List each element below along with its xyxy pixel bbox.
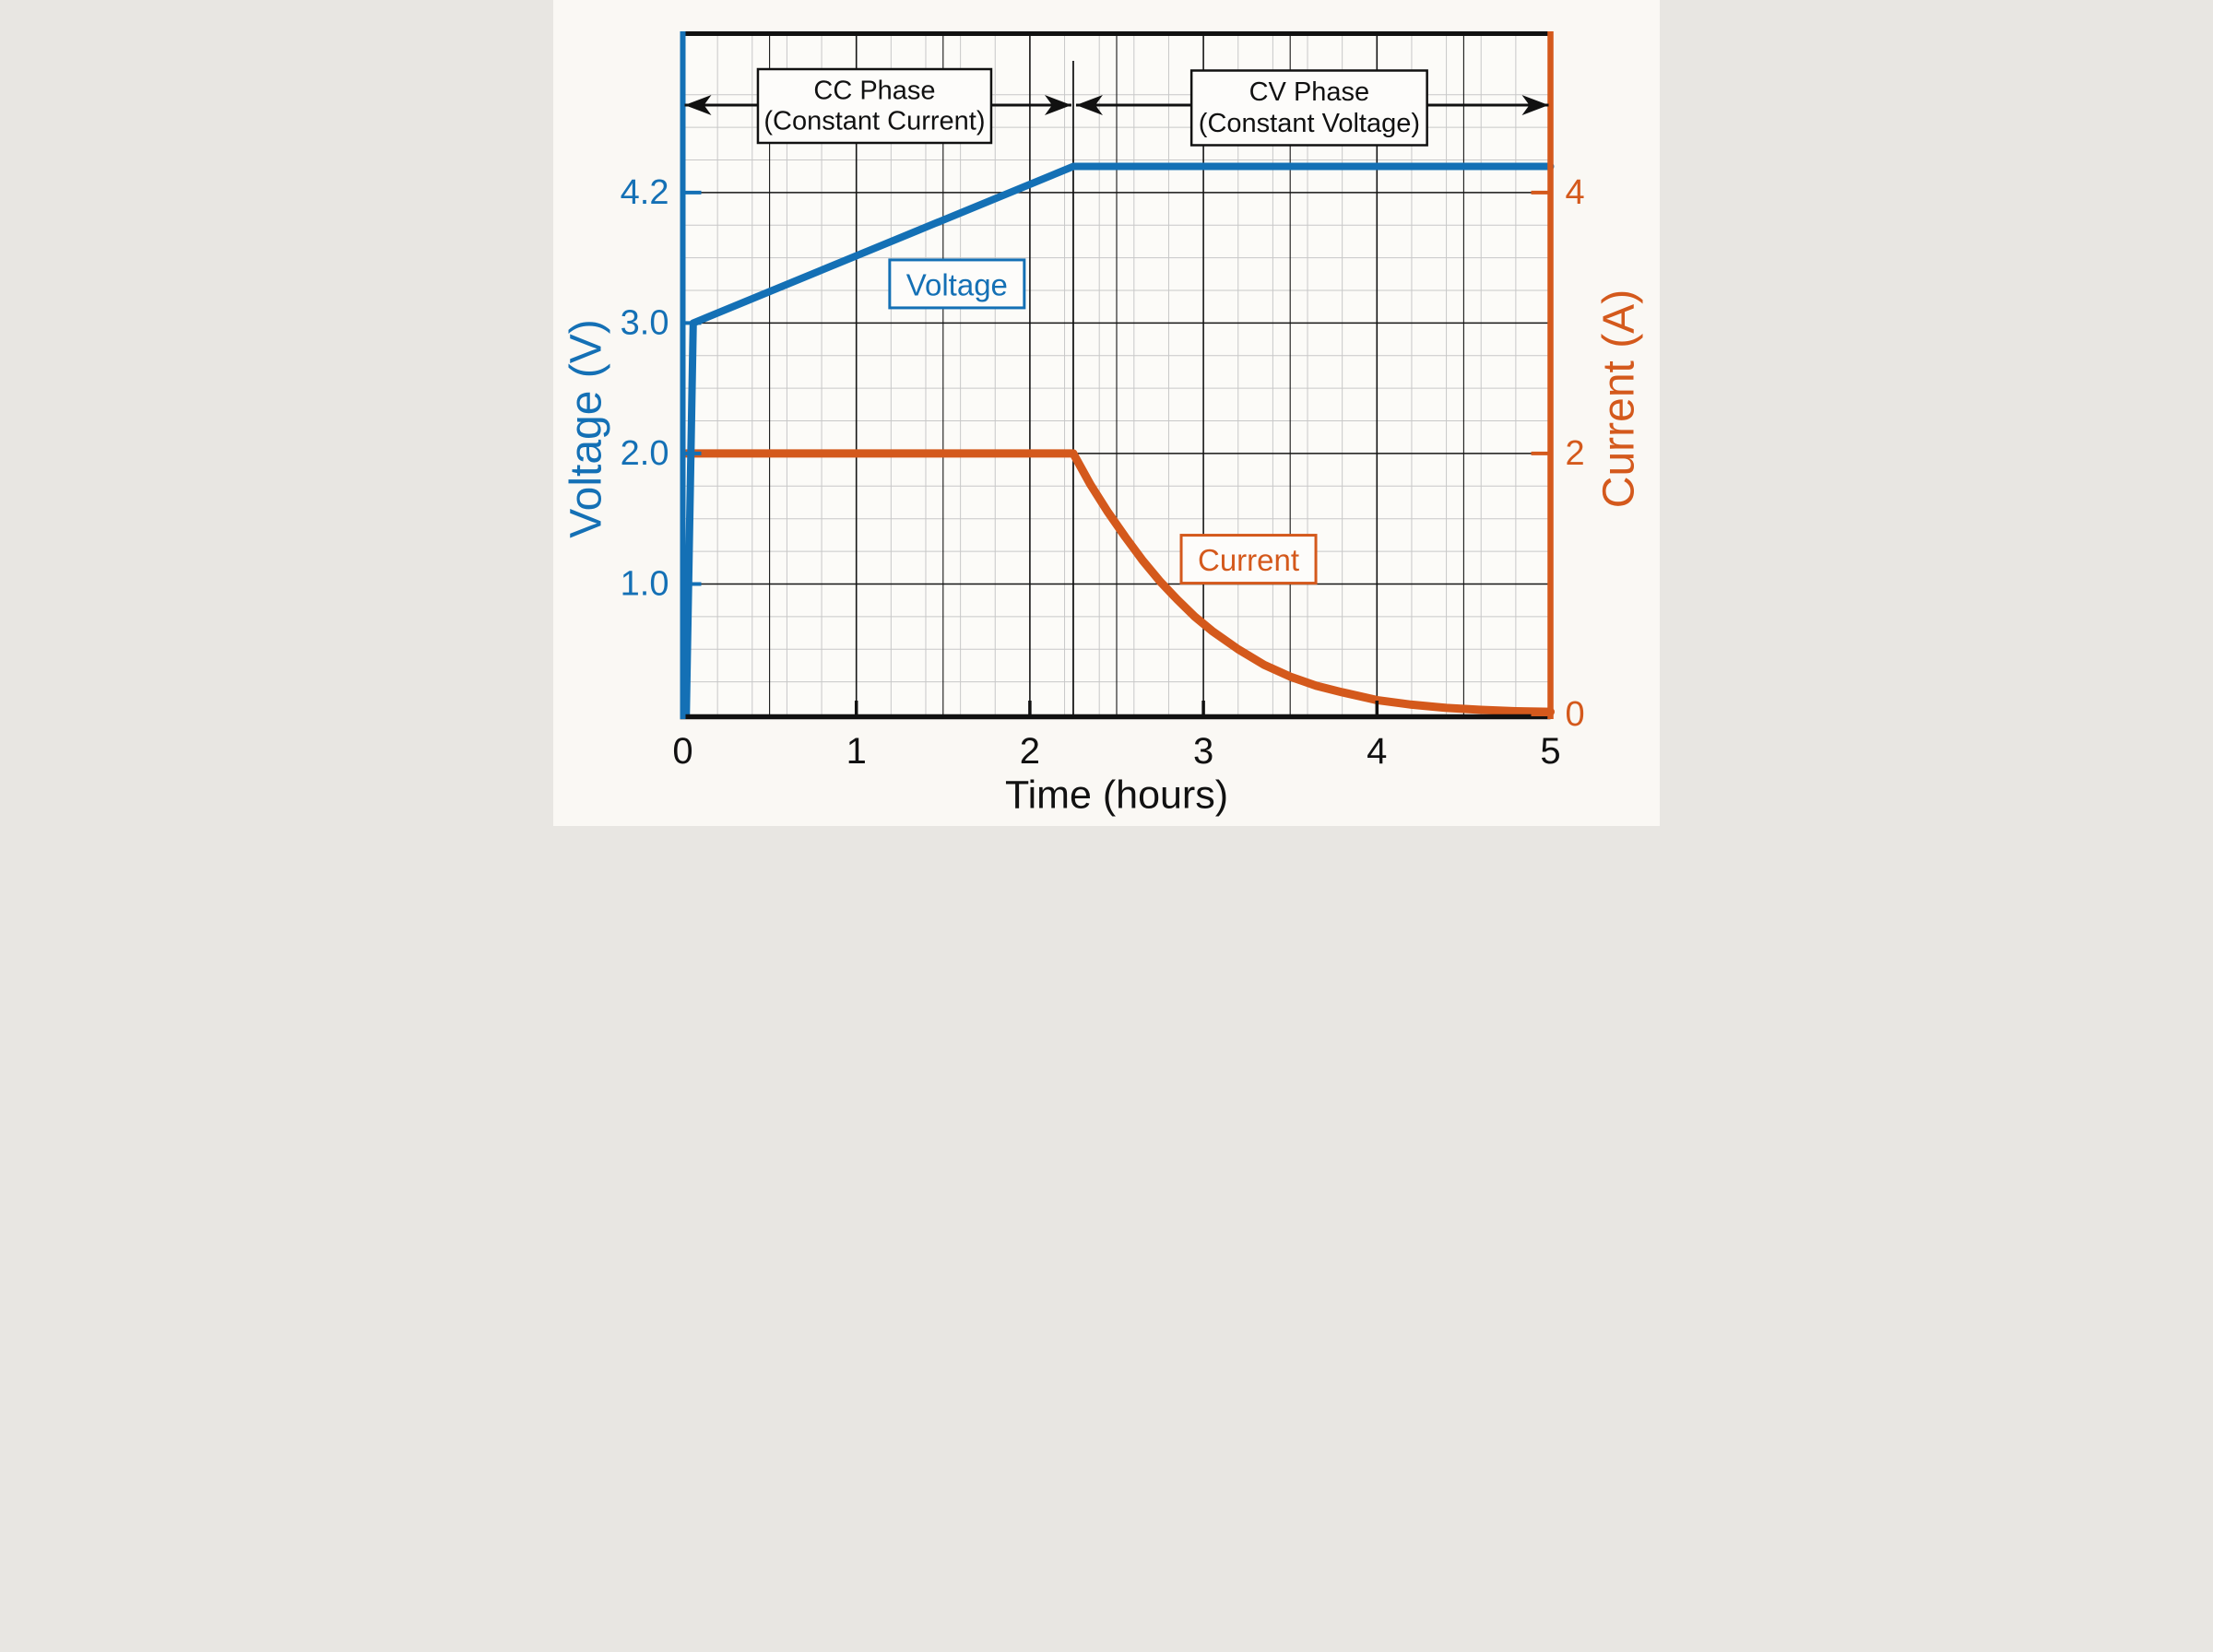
- cc-phase-label-line2: (Constant Current): [763, 107, 985, 136]
- current-series-label-box: [1179, 534, 1318, 585]
- left-tick-label: 2.0: [621, 434, 669, 473]
- right-tick-label: 0: [1566, 695, 1585, 734]
- cc-phase-label-line1: CC Phase: [813, 77, 935, 106]
- cc-phase-box: [756, 67, 993, 145]
- right-tick-label: 2: [1566, 434, 1585, 473]
- cc-cv-charging-figure: 0 1 2 3 4 5 1.0 2.0 3.0 4.2 0 2 4 Voltage (V) Current …: [553, 0, 1660, 826]
- cv-phase-box: [1189, 69, 1428, 147]
- cv-phase-label-line1: CV Phase: [1249, 77, 1370, 107]
- cv-phase-label-line2: (Constant Voltage): [1199, 109, 1420, 138]
- x-tick-label: 2: [1020, 731, 1040, 772]
- arrow-right-icon: [1521, 95, 1549, 116]
- x-tick-label: 1: [846, 731, 867, 772]
- x-tick-label: 3: [1193, 731, 1213, 772]
- x-axis-title: Time (hours): [1005, 773, 1228, 818]
- right-tick-label: 4: [1566, 173, 1585, 212]
- voltage-axis-title: Voltage (V): [562, 319, 611, 537]
- current-series-label: Current: [1198, 543, 1299, 577]
- left-tick-label: 3.0: [621, 303, 669, 342]
- current-axis-title: Current (A): [1595, 289, 1644, 508]
- arrow-left-icon: [1075, 95, 1103, 116]
- left-tick-label: 1.0: [621, 564, 669, 603]
- x-tick-label: 0: [672, 731, 692, 772]
- voltage-curve: [682, 162, 1555, 718]
- voltage-series-label: Voltage: [906, 267, 1008, 301]
- current-curve: [681, 449, 1555, 716]
- left-tick-label: 4.2: [621, 173, 669, 212]
- cc-cv-charging-chart: 0 1 2 3 4 5 1.0 2.0 3.0 4.2 0 2 4 Voltage (V) Current …: [553, 0, 1660, 826]
- arrow-right-icon: [1044, 95, 1071, 116]
- x-tick-label: 4: [1367, 731, 1387, 772]
- x-tick-label: 5: [1540, 731, 1560, 772]
- voltage-series-label-box: [888, 258, 1026, 310]
- arrow-left-icon: [684, 95, 712, 116]
